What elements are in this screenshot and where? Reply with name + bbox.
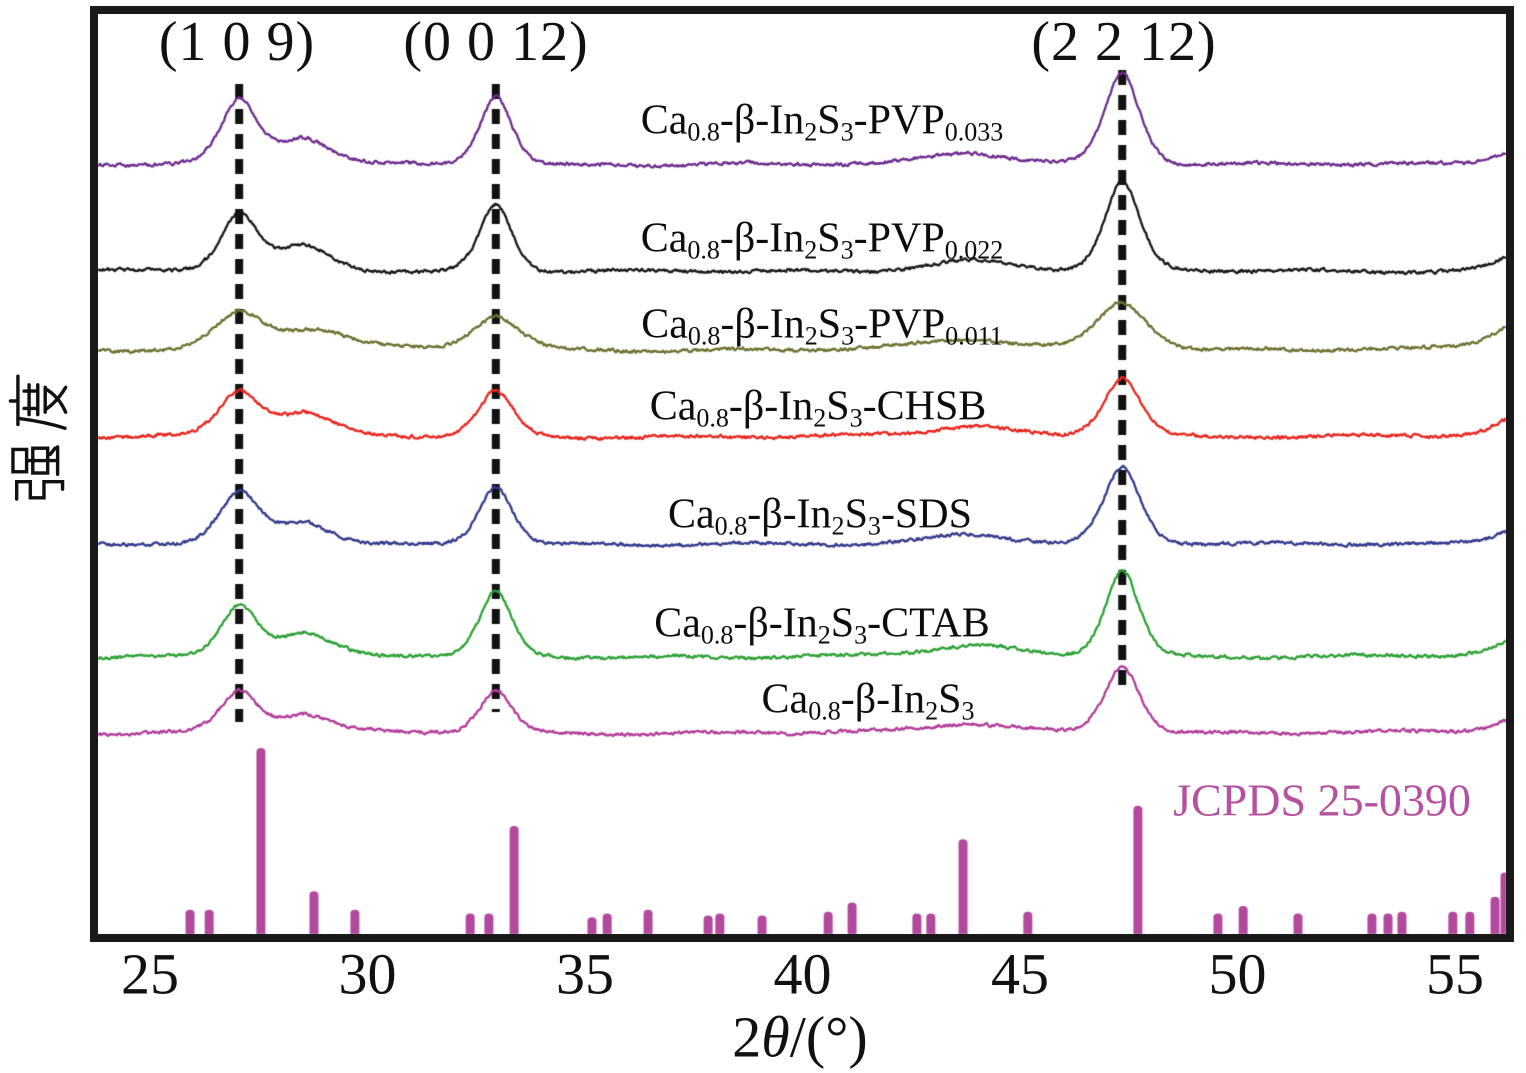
text-part: -PVP — [853, 97, 945, 144]
x-tick-50: 50 — [1208, 941, 1267, 1007]
text-part: Ca — [668, 491, 715, 538]
text-part: Ca — [654, 600, 701, 647]
text-part: 2 — [804, 321, 818, 351]
text-part: Ca — [640, 97, 688, 144]
curve-label-5: Ca0.8-β-In2S3-CTAB — [654, 599, 990, 650]
text-part: θ — [761, 1004, 790, 1070]
x-axis-title: 2θ/(°) — [732, 1004, 867, 1071]
text-part: 3 — [849, 403, 863, 433]
text-part: /(°) — [789, 1004, 868, 1070]
curve-label-3: Ca0.8-β-In2S3-CHSB — [650, 382, 987, 433]
jcpds-reference-label: JCPDS 25-0390 — [1173, 774, 1471, 826]
text-part: -PVP — [854, 301, 946, 348]
text-part: 2 — [732, 1004, 762, 1070]
text-part: 0.8 — [696, 403, 729, 433]
text-part: -PVP — [853, 215, 945, 262]
text-part: 0.8 — [687, 117, 720, 147]
text-part: 2 — [817, 620, 831, 650]
text-part: 2 — [804, 235, 818, 265]
text-part: 0.022 — [944, 235, 1004, 265]
miller-label-109: (1 0 9) — [158, 11, 316, 73]
text-part: 2 — [804, 117, 818, 147]
text-part: S — [817, 301, 842, 348]
text-part: 3 — [961, 696, 975, 726]
curve-label-2: Ca0.8-β-In2S3-PVP0.011 — [641, 300, 1003, 351]
curve-label-4: Ca0.8-β-In2S3-SDS — [668, 490, 972, 541]
text-part: S — [826, 383, 850, 430]
x-tick-35: 35 — [556, 941, 614, 1007]
miller-label-0012: (0 0 12) — [403, 11, 589, 73]
text-part: -β-In — [728, 383, 814, 430]
text-part: 0.011 — [945, 321, 1003, 351]
text-part: S — [830, 600, 855, 647]
text-part: -β-In — [720, 301, 805, 348]
text-part: Ca — [641, 301, 688, 348]
text-part: -β-In — [747, 491, 832, 538]
text-part: S — [817, 97, 841, 144]
curve-label-6: Ca0.8-β-In2S3 — [762, 675, 975, 726]
text-part: Ca — [761, 676, 809, 723]
text-part: 0.033 — [944, 117, 1004, 147]
text-part: 3 — [841, 321, 855, 351]
text-part: S — [817, 215, 841, 262]
y-axis-title-intensity — [8, 374, 68, 501]
text-part: 0.8 — [808, 696, 841, 726]
text-part: 3 — [840, 235, 854, 265]
text-part: 2 — [831, 511, 845, 541]
curve-label-1: Ca0.8-β-In2S3-PVP0.022 — [641, 214, 1004, 265]
text-part: 2 — [925, 696, 939, 726]
x-tick-25: 25 — [121, 941, 179, 1007]
x-tick-45: 45 — [991, 941, 1049, 1007]
text-part: 0.8 — [700, 620, 734, 650]
x-tick-55: 55 — [1426, 941, 1484, 1007]
text-part: 0.8 — [687, 321, 721, 351]
text-part: 0.8 — [687, 235, 720, 265]
text-part: -β-In — [719, 97, 805, 144]
text-part: 3 — [854, 620, 868, 650]
curve-label-0: Ca0.8-β-In2S3-PVP0.033 — [641, 96, 1004, 147]
text-part: 0.8 — [714, 511, 748, 541]
text-part: S — [938, 676, 962, 723]
text-part: S — [844, 491, 868, 538]
text-part: -CTAB — [867, 600, 990, 647]
text-part: -CHSB — [862, 383, 987, 430]
text-part: -β-In — [719, 215, 805, 262]
text-part: Ca — [649, 383, 697, 430]
text-part: -SDS — [880, 491, 972, 538]
text-part: Ca — [640, 215, 688, 262]
text-part: -β-In — [840, 676, 926, 723]
miller-label-2212: (2 2 12) — [1031, 11, 1217, 73]
x-tick-30: 30 — [338, 941, 397, 1007]
text-part: 2 — [813, 403, 827, 433]
text-part: -β-In — [733, 600, 818, 647]
text-part: 3 — [840, 117, 854, 147]
text-part: 3 — [867, 511, 881, 541]
x-tick-40: 40 — [773, 941, 832, 1007]
